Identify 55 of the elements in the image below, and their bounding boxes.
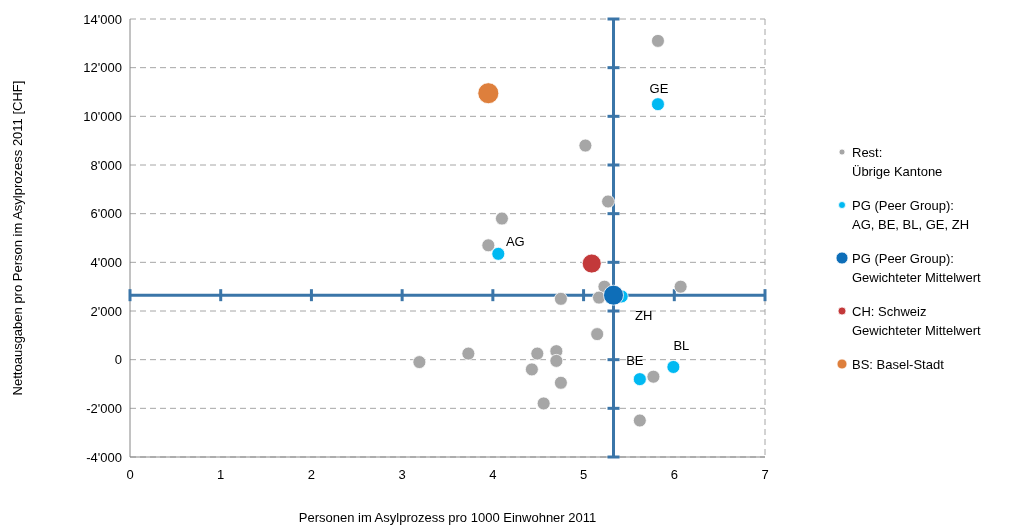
y-tick-label: 0	[114, 352, 122, 368]
legend-label: Rest: Übrige Kantone	[852, 145, 943, 179]
legend-label: BS: Basel-Stadt	[852, 357, 945, 372]
x-tick-label: 5	[579, 467, 588, 482]
x-axis-title: Personen im Asylprozess pro 1000 Einwohner 2011	[298, 510, 597, 525]
point	[592, 290, 606, 305]
point	[632, 372, 647, 387]
x-tick-label: 1	[217, 467, 225, 482]
point	[530, 346, 545, 361]
point	[578, 138, 593, 153]
legend-label: PG (Peer Group): AG, BE, BL, GE, ZH	[852, 198, 970, 232]
point	[601, 194, 615, 209]
point	[491, 246, 506, 261]
x-tick-label: 7	[761, 467, 769, 482]
point	[495, 211, 509, 226]
y-axis-title: Nettoausgaben pro Person im Asylprozess 2011 [CHF]	[10, 80, 25, 396]
point	[581, 253, 602, 274]
point	[524, 362, 539, 377]
annotation: AG	[505, 234, 525, 250]
y-tick-label: 12'000	[83, 60, 122, 76]
point	[632, 413, 647, 428]
point	[553, 375, 568, 390]
point	[477, 82, 500, 105]
annotation: ZH	[635, 307, 653, 323]
y-tick-label: 14'000	[83, 11, 122, 27]
x-tick-label: 2	[307, 467, 316, 482]
point	[481, 238, 496, 253]
point	[603, 284, 624, 306]
annotation: BL	[673, 337, 690, 353]
y-tick-label: -2'000	[86, 400, 122, 416]
point	[673, 279, 688, 294]
point	[651, 97, 665, 112]
y-tick-label: 4'000	[90, 254, 122, 270]
legend-label: PG (Peer Group): Gewichteter Mittelwert	[852, 251, 981, 285]
x-tick-label: 0	[126, 467, 134, 482]
point	[412, 355, 427, 369]
legend-label: CH: Schweiz Gewichteter Mittelwert	[852, 304, 981, 338]
point	[553, 291, 568, 306]
point	[590, 327, 605, 342]
point	[461, 346, 476, 361]
y-tick-label: -4'000	[86, 449, 122, 465]
point	[651, 34, 665, 48]
y-tick-label: 2'000	[90, 303, 122, 319]
y-tick-label: 10'000	[83, 108, 122, 124]
x-tick-label: 3	[398, 467, 406, 482]
y-tick-label: 6'000	[90, 206, 122, 222]
x-tick-label: 6	[670, 467, 678, 482]
point	[549, 353, 564, 368]
x-tick-label: 4	[489, 467, 497, 482]
y-tick-label: 8'000	[90, 157, 122, 173]
point	[646, 369, 661, 384]
point	[536, 396, 551, 411]
point	[666, 360, 681, 374]
annotation: BE	[626, 352, 644, 368]
annotation: GE	[649, 80, 669, 96]
